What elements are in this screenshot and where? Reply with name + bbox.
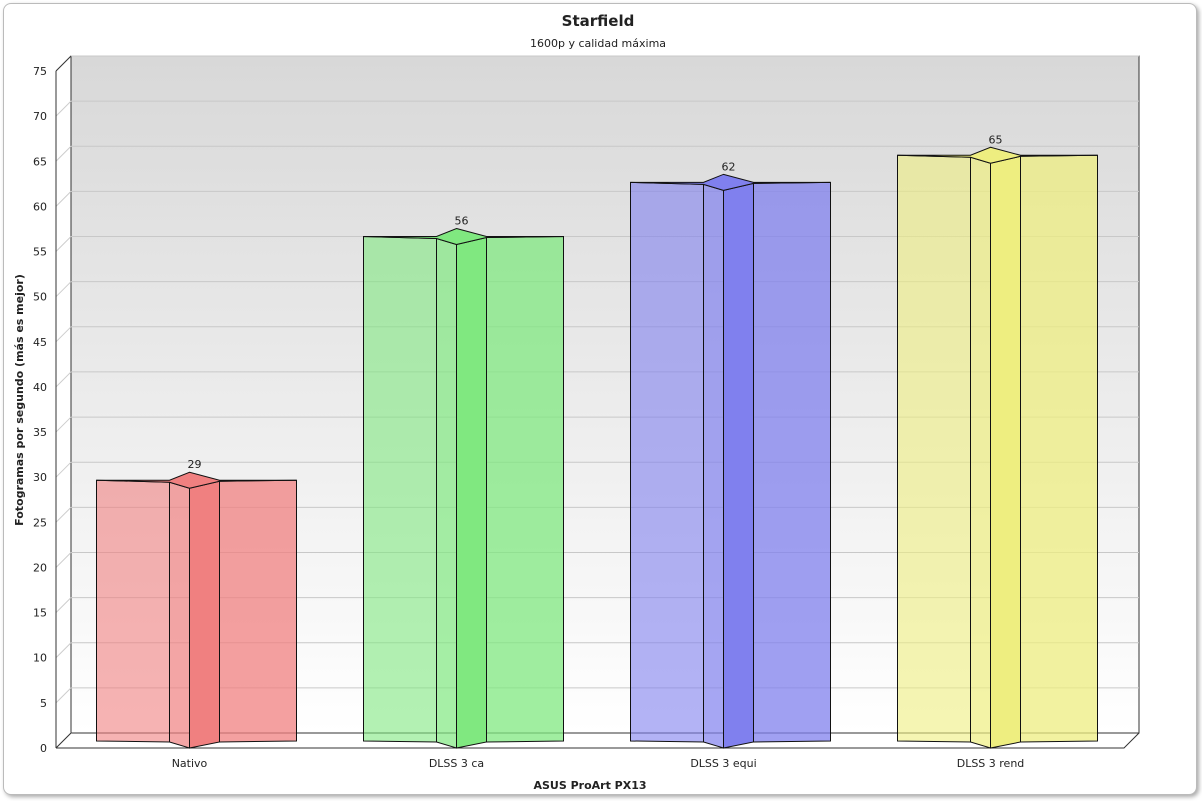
gridline-side <box>55 552 72 568</box>
bar: 56 <box>363 215 564 749</box>
y-tick-label: 5 <box>40 697 47 710</box>
gridline-side <box>55 687 72 704</box>
y-tick-label: 75 <box>33 65 47 78</box>
y-tick-label: 20 <box>33 561 47 574</box>
bar-inner-left-face <box>436 237 457 749</box>
bar-inner-right-face <box>990 155 1021 749</box>
y-tick-label: 50 <box>33 291 47 304</box>
y-axis-top <box>55 55 72 72</box>
gridline-side <box>55 371 72 388</box>
bar-inner-left-face <box>703 183 724 749</box>
gridline-side <box>55 416 72 433</box>
data-label: 29 <box>188 458 202 471</box>
y-tick-label: 25 <box>33 516 47 529</box>
data-label: 56 <box>455 215 469 228</box>
bar-inner-left-face <box>169 481 190 749</box>
x-axis-label: ASUS ProArt PX13 <box>533 779 646 792</box>
floor-edge <box>55 732 72 749</box>
x-axis <box>56 732 1140 749</box>
y-tick-label: 60 <box>33 200 47 213</box>
y-axis-label: Fotogramas por segundo (más es mejor) <box>13 274 26 526</box>
bar-inner-right-face <box>723 182 754 749</box>
y-tick-label: 45 <box>33 336 47 349</box>
bar-left-face <box>630 181 704 743</box>
bar-right-face <box>486 236 564 743</box>
gridline-side <box>55 191 72 207</box>
gridline-side <box>55 506 72 523</box>
bar: 29 <box>96 458 297 749</box>
bar-top <box>96 471 297 489</box>
bar-top <box>897 146 1098 164</box>
y-tick-label: 10 <box>33 652 47 665</box>
bar-top <box>630 173 831 191</box>
gridline-side <box>55 597 72 613</box>
bar-right-face <box>1020 154 1098 743</box>
gridline-side <box>55 326 72 343</box>
bar-inner-right-face <box>456 236 487 749</box>
bar-inner-right-face <box>189 480 220 749</box>
bar-left-face <box>363 235 437 743</box>
y-tick-label: 0 <box>40 742 47 755</box>
y-tick-label: 15 <box>33 607 47 620</box>
x-tick-label: DLSS 3 ca <box>429 757 484 770</box>
y-tick-label: 55 <box>33 246 47 259</box>
x-tick-label: DLSS 3 rend <box>957 757 1025 770</box>
x-tick-label: DLSS 3 equi <box>690 757 756 770</box>
y-tick-label: 65 <box>33 155 47 168</box>
gridline-side <box>55 461 72 478</box>
bar-top <box>363 227 564 246</box>
chart-subtitle: 1600p y calidad máxima <box>530 37 666 50</box>
y-tick-label: 70 <box>33 110 47 123</box>
gridline-side <box>55 642 72 659</box>
y-tick-label: 40 <box>33 381 47 394</box>
data-label: 62 <box>722 160 736 173</box>
bar-left-face <box>96 479 170 743</box>
bar-right-face <box>753 181 831 743</box>
gridline-side <box>55 236 72 252</box>
bar-inner-left-face <box>970 156 991 749</box>
bar: 62 <box>630 160 831 749</box>
chart-title: Starfield <box>562 12 635 30</box>
x-tick-label: Nativo <box>172 757 208 770</box>
y-tick-label: 35 <box>33 426 47 439</box>
bar-right-face <box>219 479 297 743</box>
bar-left-face <box>897 154 971 743</box>
y-tick-label: 30 <box>33 471 47 484</box>
gridline-side <box>55 145 72 162</box>
gridline-side <box>55 281 72 298</box>
gridline-side <box>55 100 72 117</box>
bar: 65 <box>897 133 1098 749</box>
data-label: 65 <box>989 133 1003 146</box>
